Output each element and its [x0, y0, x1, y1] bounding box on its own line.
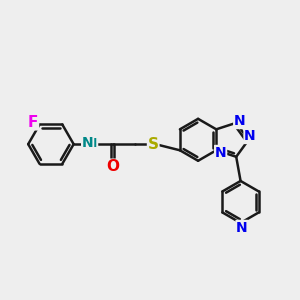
Text: N: N	[244, 129, 256, 143]
Text: N: N	[215, 146, 226, 160]
Text: H: H	[87, 137, 98, 150]
Text: N: N	[234, 114, 245, 128]
Text: S: S	[148, 137, 159, 152]
Text: N: N	[236, 220, 248, 235]
Text: F: F	[28, 115, 38, 130]
Text: N: N	[82, 136, 94, 150]
Text: O: O	[106, 159, 119, 174]
